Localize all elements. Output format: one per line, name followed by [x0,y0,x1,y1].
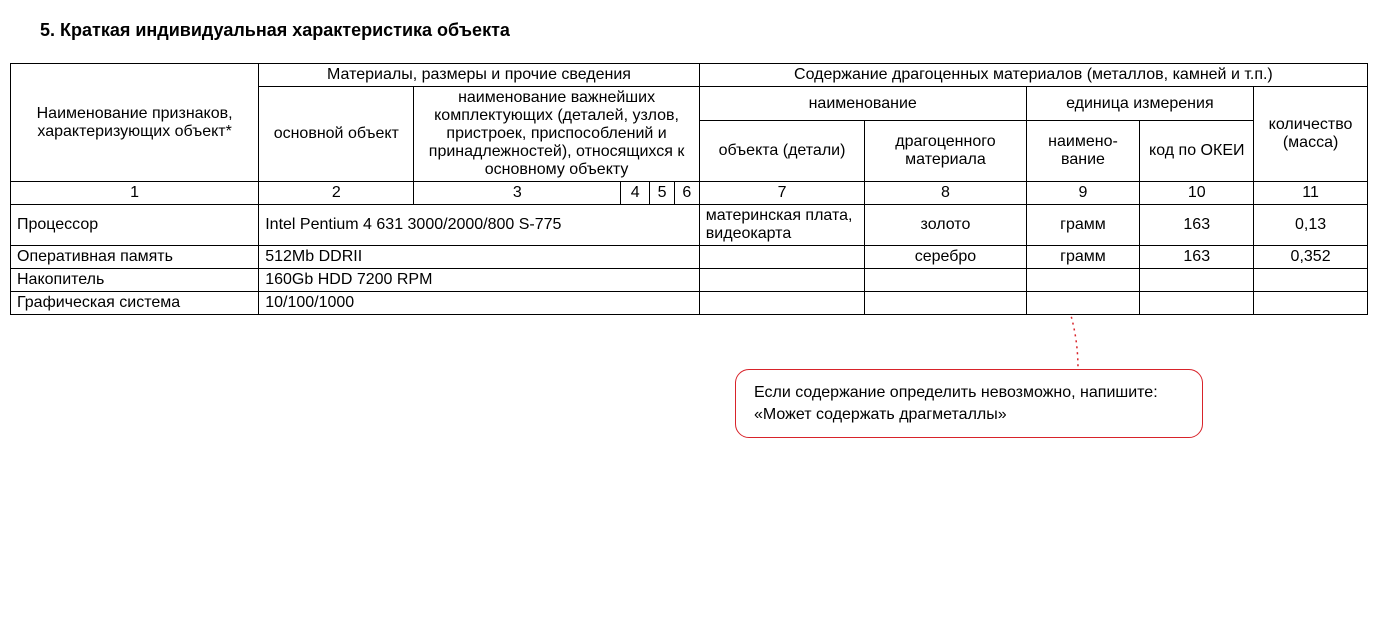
colnum: 2 [259,182,414,205]
cell-c7 [699,246,864,269]
colnum: 9 [1026,182,1140,205]
table-row: Графическая система 10/100/1000 [11,292,1368,315]
colnum: 6 [674,182,699,205]
section-title: 5. Краткая индивидуальная характеристика… [40,20,1368,41]
hdr-col9: наимено- вание [1026,121,1140,182]
hdr-group-materials: Материалы, размеры и прочие сведения [259,64,700,87]
colnum: 3 [414,182,621,205]
callout-box: Если содержание определить невозможно, н… [735,369,1203,438]
hdr-col8: драгоценного материала [865,121,1026,182]
table-row: Процессор Intel Pentium 4 631 3000/2000/… [11,205,1368,246]
colnum: 4 [621,182,650,205]
hdr-group-precious: Содержание драгоценных материалов (метал… [699,64,1367,87]
cell-c1: Накопитель [11,269,259,292]
cell-c1: Оперативная память [11,246,259,269]
table-row: Накопитель 160Gb HDD 7200 RPM [11,269,1368,292]
hdr-col10: код по ОКЕИ [1140,121,1254,182]
cell-c10 [1140,269,1254,292]
cell-c7: материнская плата, видеокарта [699,205,864,246]
cell-c10: 163 [1140,246,1254,269]
colnum: 11 [1254,182,1368,205]
cell-c8: серебро [865,246,1026,269]
hdr-col11: количество (масса) [1254,87,1368,182]
colnum: 8 [865,182,1026,205]
hdr-col7g: наименование [699,87,1026,121]
cell-c11: 0,352 [1254,246,1368,269]
colnum: 10 [1140,182,1254,205]
document-page: 5. Краткая индивидуальная характеристика… [0,0,1378,465]
cell-c8: золото [865,205,1026,246]
cell-c7 [699,292,864,315]
cell-c8 [865,269,1026,292]
cell-c2-6: 10/100/1000 [259,292,700,315]
cell-c8 [865,292,1026,315]
hdr-col7: объекта (детали) [699,121,864,182]
cell-c9: грамм [1026,246,1140,269]
cell-c10 [1140,292,1254,315]
table-row: Оперативная память 512Mb DDRII серебро г… [11,246,1368,269]
cell-c11 [1254,269,1368,292]
hdr-col1: Наименование признаков, характеризующих … [11,64,259,182]
colnum: 1 [11,182,259,205]
cell-c9: грамм [1026,205,1140,246]
cell-c10: 163 [1140,205,1254,246]
cell-c7 [699,269,864,292]
colnum: 7 [699,182,864,205]
characteristics-table: Наименование признаков, характеризующих … [10,63,1368,315]
cell-c9 [1026,269,1140,292]
callout-text: Если содержание определить невозможно, н… [754,384,1158,423]
cell-c11 [1254,292,1368,315]
cell-c9 [1026,292,1140,315]
hdr-col9g: единица измерения [1026,87,1254,121]
cell-c2-6: Intel Pentium 4 631 3000/2000/800 S-775 [259,205,700,246]
callout-area: Если содержание определить невозможно, н… [10,315,1368,465]
colnum: 5 [650,182,675,205]
cell-c11: 0,13 [1254,205,1368,246]
cell-c1: Графическая система [11,292,259,315]
cell-c2-6: 160Gb HDD 7200 RPM [259,269,700,292]
cell-c1: Процессор [11,205,259,246]
cell-c2-6: 512Mb DDRII [259,246,700,269]
column-number-row: 1 2 3 4 5 6 7 8 9 10 11 [11,182,1368,205]
hdr-col3: наименование важнейших комплектующих (де… [414,87,699,182]
hdr-col2: основной объект [259,87,414,182]
